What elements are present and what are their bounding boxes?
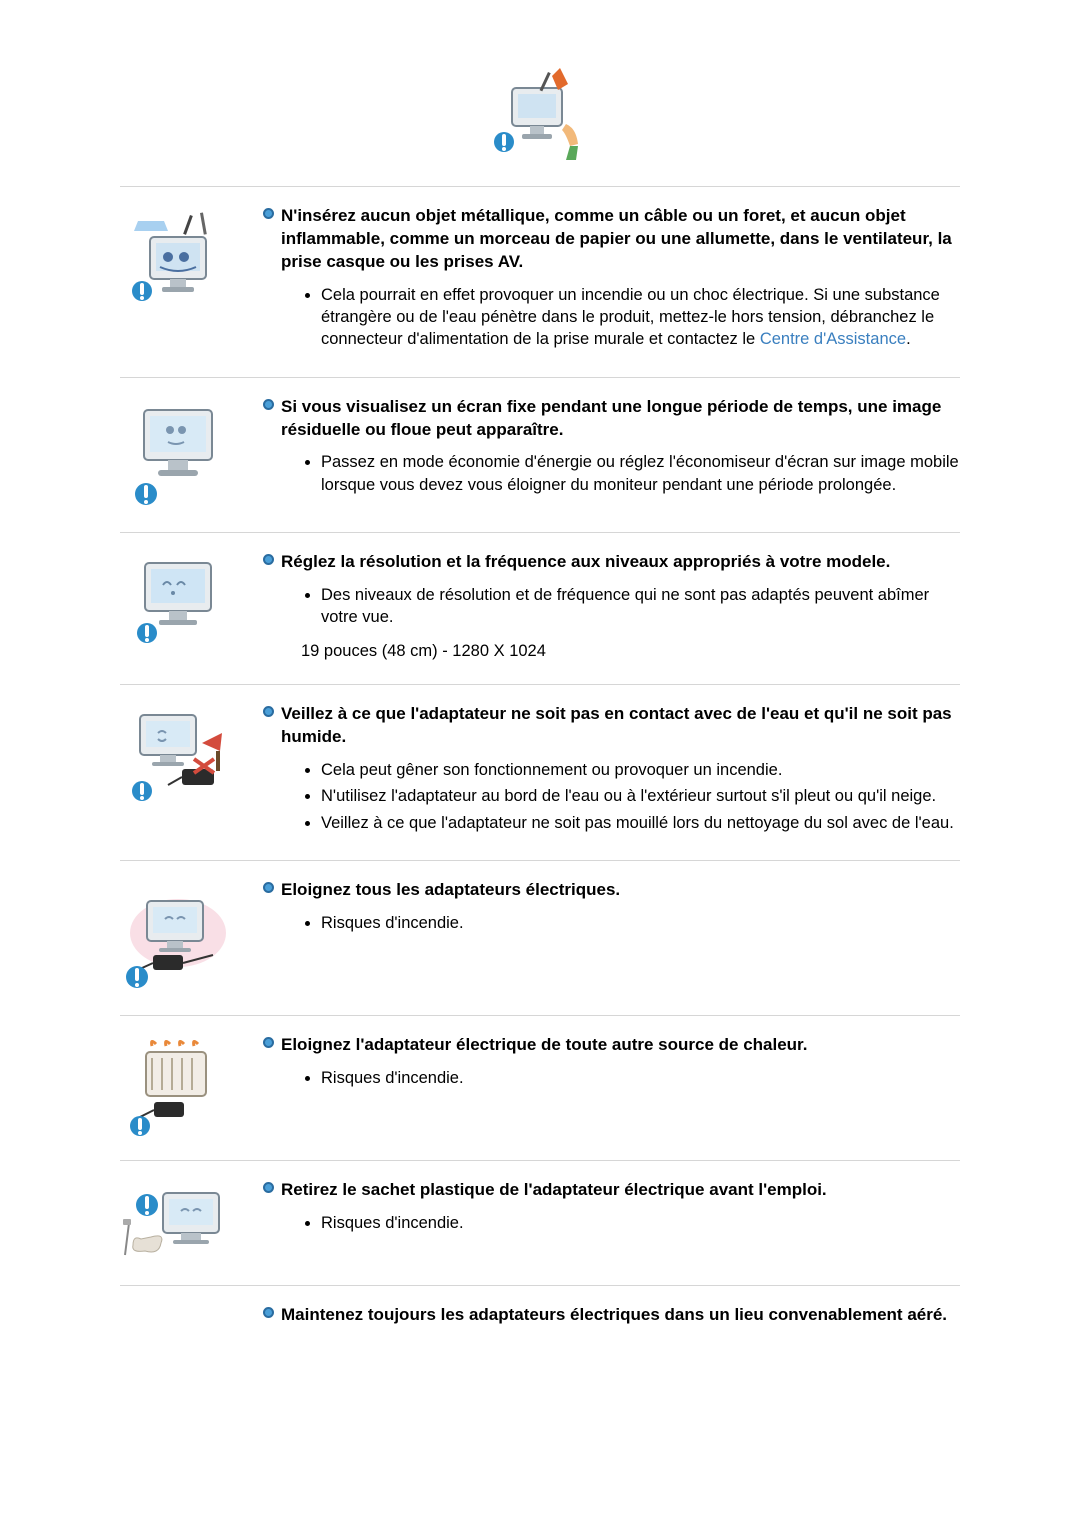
list-item: Cela pourrait en effet provoquer un ince… xyxy=(321,284,960,351)
monitor-tools-warn-icon xyxy=(120,60,960,164)
detail-list: Passez en mode économie d'énergie ou rég… xyxy=(263,451,960,496)
section-body: Eloignez l'adaptateur électrique de tout… xyxy=(263,1034,960,1093)
heading-text: Eloignez tous les adaptateurs électrique… xyxy=(281,880,620,899)
section-static-image: Si vous visualisez un écran fixe pendant… xyxy=(120,378,960,533)
detail-list: Risques d'incendie. xyxy=(263,1212,960,1234)
bullet-icon xyxy=(263,399,274,410)
section-adapter-heat: Eloignez l'adaptateur électrique de tout… xyxy=(120,1016,960,1161)
section-adapters-away: Eloignez tous les adaptateurs électrique… xyxy=(120,861,960,1016)
bullet-icon xyxy=(263,882,274,893)
detail-list: Cela pourrait en effet provoquer un ince… xyxy=(263,284,960,351)
heading-text: Réglez la résolution et la fréquence aux… xyxy=(281,552,890,571)
bullet-icon xyxy=(263,1182,274,1193)
heading-text: Retirez le sachet plastique de l'adaptat… xyxy=(281,1180,827,1199)
list-item: Risques d'incendie. xyxy=(321,1067,960,1089)
heading-text: Eloignez l'adaptateur électrique de tout… xyxy=(281,1035,807,1054)
section-heading: Veillez à ce que l'adaptateur ne soit pa… xyxy=(263,703,960,749)
section-heading: Eloignez tous les adaptateurs électrique… xyxy=(263,879,960,902)
heading-text: Maintenez toujours les adaptateurs élect… xyxy=(281,1305,947,1324)
section-heading: Retirez le sachet plastique de l'adaptat… xyxy=(263,1179,960,1202)
monitor-resolution-warn-icon xyxy=(120,551,235,645)
section-body: N'insérez aucun objet métallique, comme … xyxy=(263,205,960,355)
heading-text: Veillez à ce que l'adaptateur ne soit pa… xyxy=(281,704,952,746)
list-item: Des niveaux de résolution et de fréquenc… xyxy=(321,584,960,629)
adapter-water-warn-icon xyxy=(120,703,235,807)
section-body: Maintenez toujours les adaptateurs élect… xyxy=(263,1304,960,1337)
section-plastic-bag: Retirez le sachet plastique de l'adaptat… xyxy=(120,1161,960,1286)
list-item: Passez en mode économie d'énergie ou rég… xyxy=(321,451,960,496)
section-heading: Réglez la résolution et la fréquence aux… xyxy=(263,551,960,574)
section-heading: N'insérez aucun objet métallique, comme … xyxy=(263,205,960,274)
section-body: Veillez à ce que l'adaptateur ne soit pa… xyxy=(263,703,960,838)
detail-list: Risques d'incendie. xyxy=(263,1067,960,1089)
section-body: Réglez la résolution et la fréquence aux… xyxy=(263,551,960,663)
heading-text: Si vous visualisez un écran fixe pendant… xyxy=(281,397,941,439)
assistance-link[interactable]: Centre d'Assistance xyxy=(760,330,906,348)
bullet-icon xyxy=(263,554,274,565)
list-item: Risques d'incendie. xyxy=(321,1212,960,1234)
section-ventilation: Maintenez toujours les adaptateurs élect… xyxy=(120,1286,960,1337)
monitor-static-warn-icon xyxy=(120,396,235,510)
adapter-bag-warn-icon xyxy=(120,1179,235,1263)
adapter-spark-warn-icon xyxy=(120,879,235,993)
section-adapter-water: Veillez à ce que l'adaptateur ne soit pa… xyxy=(120,685,960,861)
bullet-icon xyxy=(263,706,274,717)
adapter-heat-warn-icon xyxy=(120,1034,235,1138)
section-heading: Eloignez l'adaptateur électrique de tout… xyxy=(263,1034,960,1057)
detail-list: Risques d'incendie. xyxy=(263,912,960,934)
list-item: Veillez à ce que l'adaptateur ne soit pa… xyxy=(321,812,960,834)
bullet-icon xyxy=(263,1037,274,1048)
monitor-cables-warn-icon xyxy=(120,205,235,309)
list-item: N'utilisez l'adaptateur au bord de l'eau… xyxy=(321,785,960,807)
detail-list: Cela peut gêner son fonctionnement ou pr… xyxy=(263,759,960,834)
detail-list: Des niveaux de résolution et de fréquenc… xyxy=(263,584,960,629)
list-item: Cela peut gêner son fonctionnement ou pr… xyxy=(321,759,960,781)
section-body: Eloignez tous les adaptateurs électrique… xyxy=(263,879,960,938)
item-tail: . xyxy=(906,330,911,348)
empty-icon xyxy=(120,1304,235,1308)
section-body: Si vous visualisez un écran fixe pendant… xyxy=(263,396,960,500)
bullet-icon xyxy=(263,1307,274,1318)
heading-text: N'insérez aucun objet métallique, comme … xyxy=(281,206,952,271)
bullet-icon xyxy=(263,208,274,219)
section-heading: Maintenez toujours les adaptateurs élect… xyxy=(263,1304,960,1327)
section-metallic-objects: N'insérez aucun objet métallique, comme … xyxy=(120,187,960,378)
extra-note: 19 pouces (48 cm) - 1280 X 1024 xyxy=(263,640,960,662)
section-heading: Si vous visualisez un écran fixe pendant… xyxy=(263,396,960,442)
section-fragment-top xyxy=(120,60,960,187)
section-body: Retirez le sachet plastique de l'adaptat… xyxy=(263,1179,960,1238)
list-item: Risques d'incendie. xyxy=(321,912,960,934)
section-resolution: Réglez la résolution et la fréquence aux… xyxy=(120,533,960,686)
